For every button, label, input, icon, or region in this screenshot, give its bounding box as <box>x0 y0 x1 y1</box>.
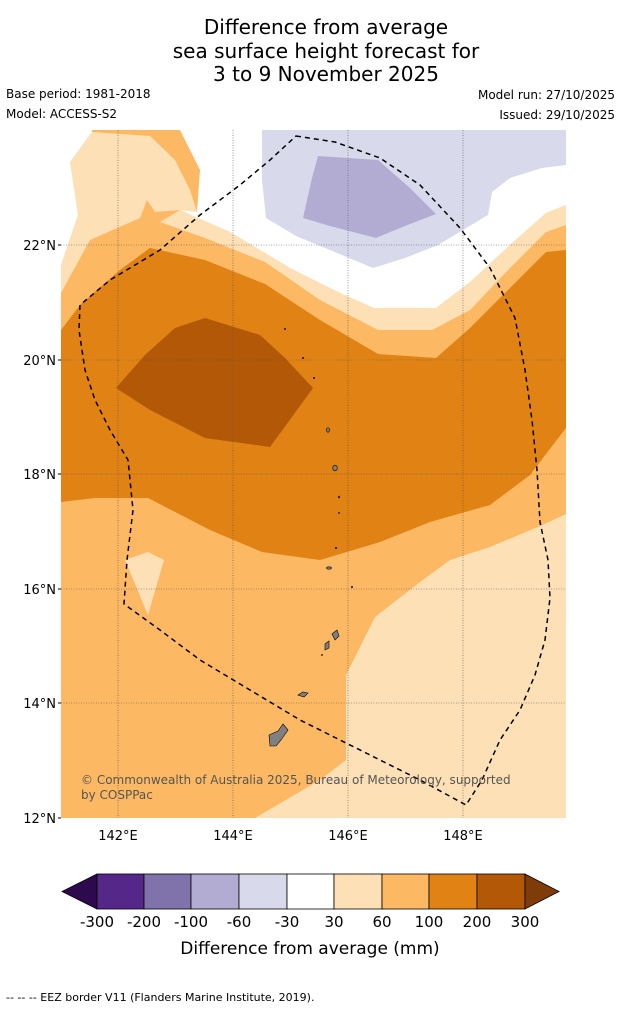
colorbar-swatch <box>238 873 288 910</box>
lat-label: 14°N <box>23 697 56 712</box>
chart-title: Difference from average sea surface heig… <box>0 15 621 87</box>
island <box>338 512 340 514</box>
island <box>268 723 289 747</box>
island <box>332 464 338 472</box>
colorbar-label: 30 <box>324 913 343 931</box>
colorbar-swatch <box>96 873 145 910</box>
island <box>337 495 341 499</box>
contour-30-60-southeast <box>255 514 566 818</box>
title-line-2: sea surface height forecast for <box>172 38 480 63</box>
colorbar-arrow-right <box>524 873 560 910</box>
eez-legend: -- -- -- EEZ border V11 (Flanders Marine… <box>6 991 315 1004</box>
map-area: © Commonwealth of Australia 2025, Bureau… <box>61 130 566 818</box>
colorbar-swatch <box>190 873 240 910</box>
contour-30-60-north <box>160 205 566 330</box>
colorbar-swatch <box>381 873 430 910</box>
copyright-text-2: by COSPPac <box>81 788 153 802</box>
colorbar-label: -30 <box>275 913 300 931</box>
colorbar-arrow-left <box>61 873 98 910</box>
lat-label: 20°N <box>23 354 56 369</box>
gridlines <box>61 130 566 818</box>
colorbar-label: 300 <box>511 913 540 931</box>
colorbar-label: -100 <box>174 913 208 931</box>
colorbar-swatch <box>333 873 383 910</box>
title-line-1: Difference from average <box>203 15 449 39</box>
colorbar-label: -60 <box>227 913 252 931</box>
colorbar-label: 100 <box>415 913 444 931</box>
island <box>331 629 340 641</box>
axis-ticks <box>58 244 61 819</box>
lon-label: 146°E <box>328 829 368 844</box>
islands <box>268 327 353 747</box>
colorbar-swatch <box>286 873 335 910</box>
colorbar-swatch <box>428 873 478 910</box>
island <box>283 327 286 330</box>
base-period: Base period: 1981-2018 <box>6 87 151 101</box>
island <box>312 376 316 379</box>
island <box>351 585 353 589</box>
colorbar-label: -300 <box>80 913 114 931</box>
island <box>326 566 332 570</box>
island <box>326 427 330 433</box>
contour-30-60-west-patch <box>125 552 164 615</box>
colorbar-label: -200 <box>127 913 161 931</box>
title-line-3: 3 to 9 November 2025 <box>213 62 439 86</box>
lon-label: 142°E <box>98 829 138 844</box>
island <box>324 640 330 651</box>
lon-label: 144°E <box>213 829 253 844</box>
island <box>301 356 305 359</box>
lat-label: 16°N <box>23 583 56 598</box>
issued-date: Issued: 29/10/2025 <box>499 108 615 122</box>
lat-label: 22°N <box>23 239 56 254</box>
colorbar-label: 200 <box>463 913 492 931</box>
contour-neg100-neg60 <box>303 156 436 238</box>
contour-30-60-northwest <box>61 130 197 293</box>
colorbar-swatch <box>476 873 526 910</box>
lat-label: 18°N <box>23 468 56 483</box>
eez-border <box>78 135 551 806</box>
island <box>334 546 338 549</box>
colorbar <box>61 873 560 910</box>
copyright-text: © Commonwealth of Australia 2025, Bureau… <box>81 773 511 787</box>
colorbar-title: Difference from average (mm) <box>180 939 439 959</box>
lon-label: 148°E <box>443 829 483 844</box>
island <box>297 691 309 698</box>
model-name: Model: ACCESS-S2 <box>6 107 118 121</box>
colorbar-label: 60 <box>372 913 391 931</box>
island <box>321 654 323 656</box>
colorbar-swatch <box>143 873 192 910</box>
lat-label: 12°N <box>23 812 56 827</box>
contour-200-300 <box>116 318 313 447</box>
model-run: Model run: 27/10/2025 <box>477 88 615 102</box>
contour-neg30-30-corner <box>61 130 92 265</box>
